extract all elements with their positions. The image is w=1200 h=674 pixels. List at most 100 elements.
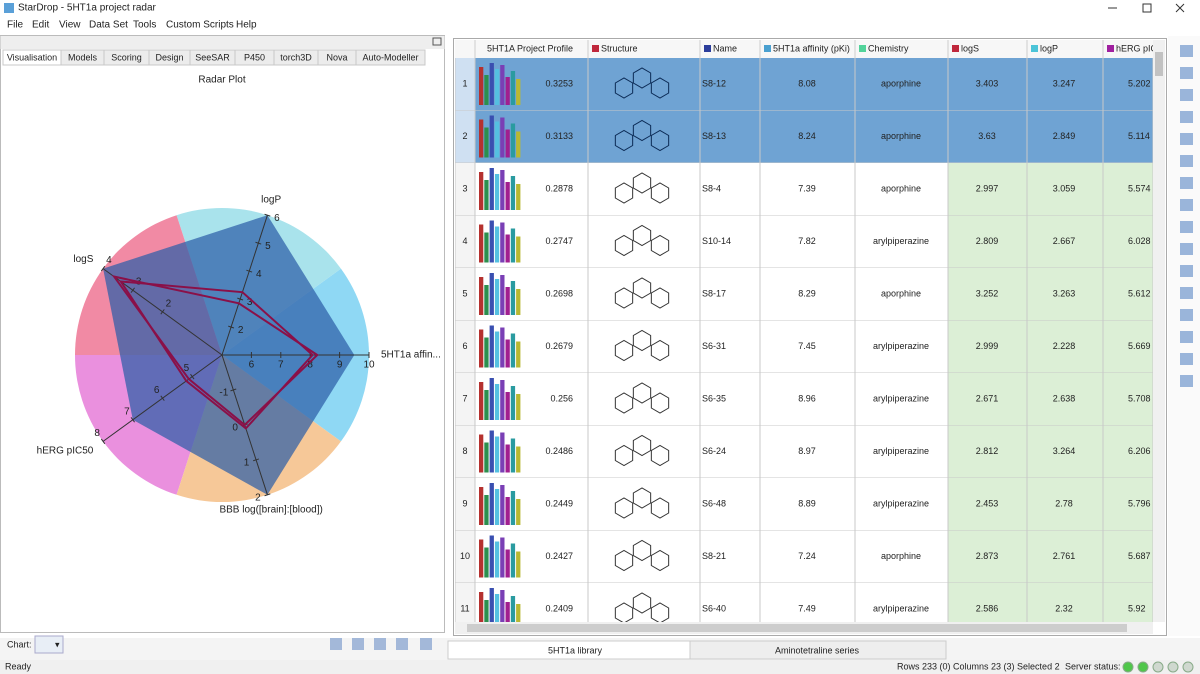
menu-item[interactable]: Help xyxy=(236,20,257,31)
side-tool[interactable] xyxy=(1180,177,1193,189)
profile-icon-bar xyxy=(505,602,510,622)
row-header[interactable] xyxy=(455,478,475,531)
axis-tick xyxy=(130,417,135,423)
tab-label[interactable]: Nova xyxy=(326,52,347,62)
bottom-tab-label[interactable]: 5HT1a library xyxy=(548,645,603,655)
menu-item[interactable]: File xyxy=(7,20,24,31)
menu-item[interactable]: Edit xyxy=(32,20,49,31)
column-header[interactable]: Name xyxy=(713,43,737,53)
menu-item[interactable]: Tools xyxy=(133,20,156,31)
close-button[interactable] xyxy=(1175,3,1185,13)
profile-icon-bar xyxy=(479,434,484,473)
scroll-thumb-h[interactable] xyxy=(467,624,1127,632)
side-tool[interactable] xyxy=(1180,89,1193,101)
toolbar-icon[interactable] xyxy=(352,638,364,650)
row-header[interactable] xyxy=(455,530,475,584)
column-header[interactable]: Chemistry xyxy=(868,43,909,53)
toolbar-icon[interactable] xyxy=(420,638,432,650)
side-tool[interactable] xyxy=(1180,111,1193,123)
row-header[interactable] xyxy=(455,373,475,426)
side-tool[interactable] xyxy=(1180,309,1193,321)
axis-label: logS xyxy=(73,254,93,265)
profile-icon-bar xyxy=(505,549,510,578)
menu-item[interactable]: Custom Scripts xyxy=(166,20,234,31)
column-header[interactable]: logP xyxy=(1040,43,1058,53)
row-header[interactable] xyxy=(455,320,475,374)
profile-icon-bar xyxy=(500,537,505,578)
column-header[interactable]: 5HT1A Project Profile xyxy=(487,43,573,53)
herg: 5.92 xyxy=(1128,604,1146,614)
toolbar-icon[interactable] xyxy=(374,638,386,650)
profile-icon-bar xyxy=(500,65,505,105)
side-tool[interactable] xyxy=(1180,375,1193,387)
tab-label[interactable]: torch3D xyxy=(280,52,312,62)
profile-icon-bar xyxy=(484,180,489,210)
column-header[interactable]: logS xyxy=(961,43,979,53)
side-tool[interactable] xyxy=(1180,221,1193,233)
axis-tick-label: 0 xyxy=(232,423,238,434)
structure-ring xyxy=(614,339,634,362)
axis-tick xyxy=(100,265,106,272)
tab-label[interactable]: Models xyxy=(68,52,98,62)
tab-label[interactable]: SeeSAR xyxy=(195,52,230,62)
profile-icon-bar xyxy=(494,436,500,473)
column-header[interactable]: Structure xyxy=(601,43,638,53)
score: 0.2427 xyxy=(545,551,573,561)
vertical-scrollbar[interactable] xyxy=(1153,40,1165,622)
profile-icon-bar xyxy=(510,123,516,158)
menu-item[interactable]: Data Set xyxy=(89,20,128,31)
column-header[interactable]: 5HT1a affinity (pKi) xyxy=(773,43,850,53)
tab[interactable] xyxy=(355,49,426,66)
logp: 3.263 xyxy=(1053,289,1076,299)
side-tool[interactable] xyxy=(1180,243,1193,255)
scroll-thumb[interactable] xyxy=(1155,52,1163,76)
tab-label[interactable]: Scoring xyxy=(111,52,142,62)
row-header[interactable] xyxy=(455,425,475,479)
side-tool[interactable] xyxy=(1180,199,1193,211)
tab-label[interactable]: Visualisation xyxy=(7,52,57,62)
axis-tick xyxy=(237,297,244,301)
side-tool[interactable] xyxy=(1180,353,1193,365)
row-header[interactable] xyxy=(455,583,475,636)
bottom-tab[interactable] xyxy=(689,640,947,660)
score: 0.2409 xyxy=(545,604,573,614)
structure-ring xyxy=(650,129,670,152)
side-tool[interactable] xyxy=(1180,133,1193,145)
side-tool[interactable] xyxy=(1180,265,1193,277)
row-header[interactable] xyxy=(455,215,475,269)
logp: 2.667 xyxy=(1053,236,1076,246)
axis-tick-label: 4 xyxy=(256,269,262,280)
maximize-button[interactable] xyxy=(1142,3,1152,13)
profile-icon-bar xyxy=(505,77,510,105)
axis-tick-label: 9 xyxy=(337,360,343,371)
logs: 2.997 xyxy=(976,184,999,194)
bottom-tab-label[interactable]: Aminotetraline series xyxy=(775,645,860,655)
toolbar-icon[interactable] xyxy=(396,638,408,650)
float-button[interactable] xyxy=(432,37,442,46)
row-header[interactable] xyxy=(455,163,475,216)
chart-dropdown[interactable] xyxy=(34,635,64,654)
tab-label[interactable]: P450 xyxy=(244,52,265,62)
side-tool[interactable] xyxy=(1180,331,1193,343)
row-header[interactable] xyxy=(455,110,475,164)
affinity: 8.08 xyxy=(798,79,816,89)
profile-icon-bar xyxy=(484,232,489,263)
toolbar-icon[interactable] xyxy=(330,638,342,650)
side-tool[interactable] xyxy=(1180,287,1193,299)
affinity: 7.24 xyxy=(798,551,816,561)
side-tool[interactable] xyxy=(1180,155,1193,167)
profile-icon-bar xyxy=(510,491,516,525)
axis-tick-label: 7 xyxy=(124,406,130,417)
row-header[interactable] xyxy=(455,58,475,111)
menu-item[interactable]: View xyxy=(59,20,81,31)
column-header[interactable]: hERG pIC50 xyxy=(1116,43,1167,53)
tab-label[interactable]: Design xyxy=(155,52,183,62)
structure-ring xyxy=(632,119,652,142)
profile-icon-bar xyxy=(489,325,494,368)
score: 0.256 xyxy=(550,394,573,404)
side-tool[interactable] xyxy=(1180,45,1193,57)
row-header[interactable] xyxy=(455,268,475,321)
affinity: 8.97 xyxy=(798,446,816,456)
side-tool[interactable] xyxy=(1180,67,1193,79)
tab-label[interactable]: Auto-Modeller xyxy=(362,52,418,62)
